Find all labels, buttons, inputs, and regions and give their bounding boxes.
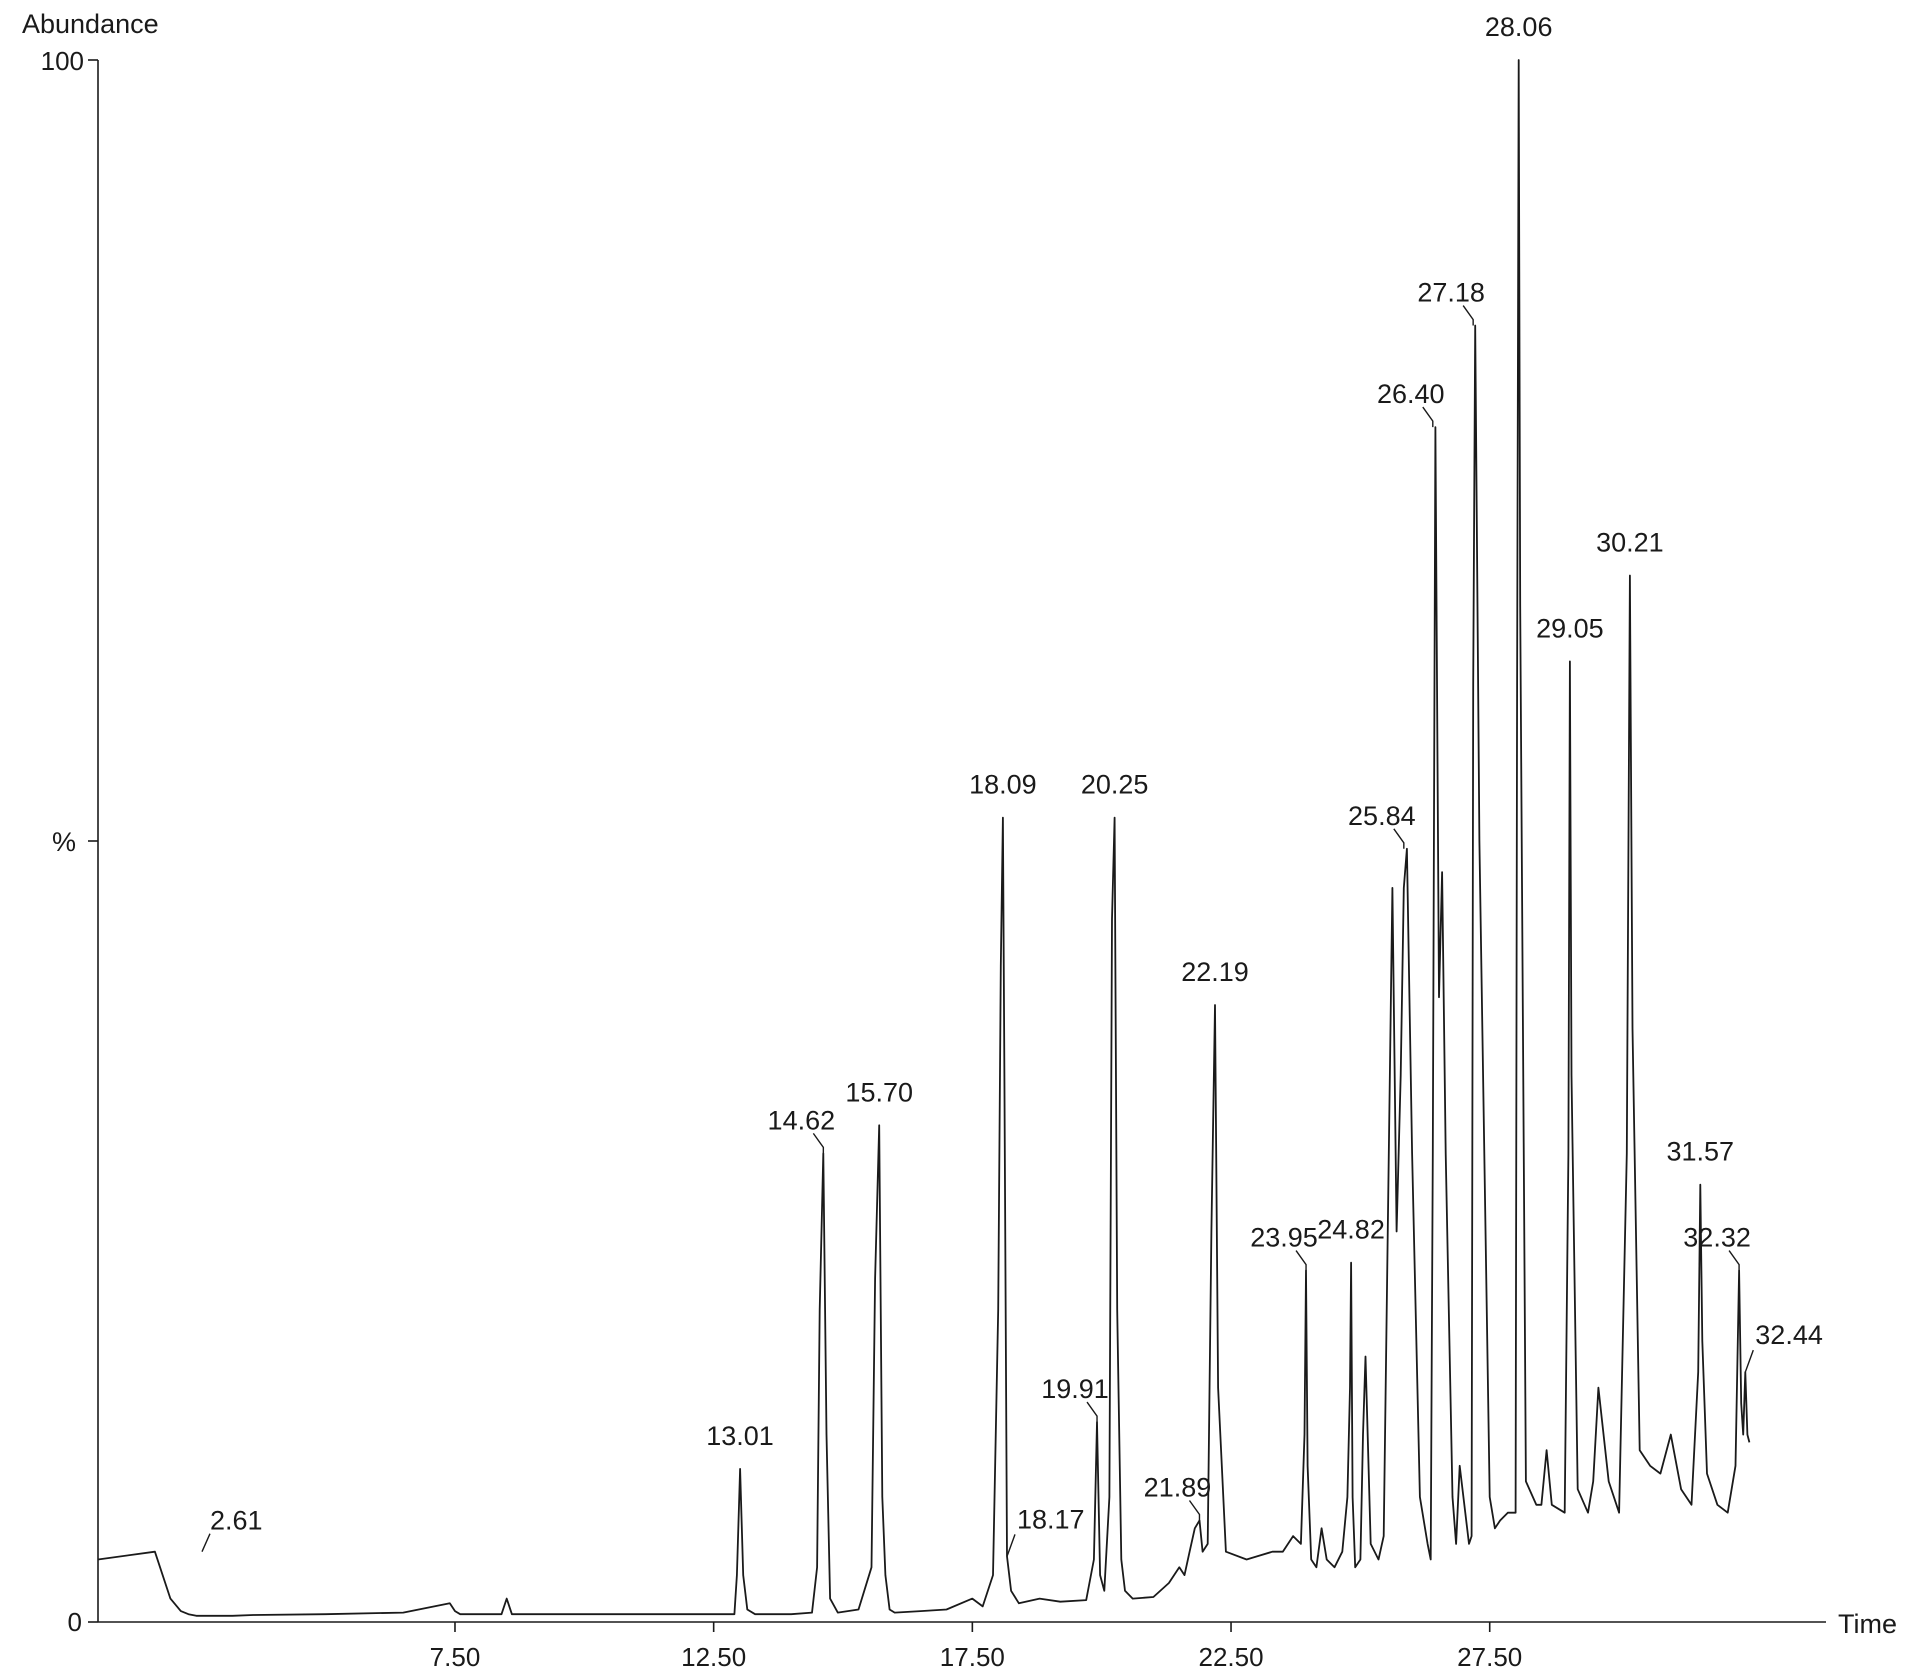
peak-label-12: 25.84: [1348, 801, 1416, 831]
peak-label-1: 13.01: [706, 1421, 774, 1451]
peak-label-15: 28.06: [1485, 12, 1553, 42]
peak-leader-5: [1006, 1534, 1016, 1557]
peak-leader-6: [1086, 1401, 1098, 1423]
peak-label-7: 20.25: [1081, 770, 1149, 800]
y-tick-label-100: 100: [41, 46, 84, 76]
peak-leader-0: [201, 1533, 211, 1552]
peak-label-10: 23.95: [1250, 1223, 1318, 1253]
peak-label-11: 24.82: [1317, 1215, 1385, 1245]
peak-label-6: 19.91: [1041, 1374, 1109, 1404]
peak-label-16: 29.05: [1536, 613, 1604, 643]
x-tick-label-0: 7.50: [430, 1642, 481, 1672]
y-tick-label-0: 0: [68, 1607, 82, 1637]
chromatogram-trace: [97, 59, 1751, 1617]
peak-label-17: 30.21: [1596, 527, 1664, 557]
x-tick-label-4: 27.50: [1457, 1642, 1522, 1672]
x-tick-label-2: 17.50: [940, 1642, 1005, 1672]
peak-label-20: 32.44: [1755, 1320, 1823, 1350]
peak-label-19: 32.32: [1683, 1223, 1751, 1253]
axes: Abundance % 100 0 Time: [22, 9, 1897, 1639]
y-axis-title: Abundance: [22, 9, 159, 39]
peak-label-13: 26.40: [1377, 379, 1445, 409]
peak-leader-13: [1422, 406, 1434, 428]
peak-leader-2: [812, 1132, 825, 1154]
peak-leader-14: [1462, 305, 1474, 326]
peak-label-8: 21.89: [1144, 1472, 1212, 1502]
peak-leader-12: [1393, 828, 1405, 849]
peak-labels: 2.61 13.01 14.62 15.70 18.09 18.17 19.91 20.25 2…: [201, 12, 1823, 1557]
peak-leader-20: [1744, 1349, 1754, 1373]
peak-label-0: 2.61: [210, 1506, 263, 1536]
trace: [97, 59, 1751, 1617]
peak-label-18: 31.57: [1666, 1137, 1734, 1167]
x-ticks: 7.50 12.50 17.50 22.50 27.50: [430, 1622, 1522, 1672]
x-tick-label-3: 22.50: [1198, 1642, 1263, 1672]
peak-leader-10: [1295, 1250, 1307, 1271]
peak-label-14: 27.18: [1417, 278, 1485, 308]
x-axis-title: Time: [1838, 1609, 1897, 1639]
peak-label-2: 14.62: [768, 1105, 836, 1135]
peak-leader-19: [1728, 1250, 1740, 1271]
peak-leader-8: [1188, 1500, 1201, 1521]
y-unit-label: %: [52, 827, 76, 857]
x-tick-label-1: 12.50: [681, 1642, 746, 1672]
peak-label-3: 15.70: [845, 1077, 913, 1107]
peak-label-5: 18.17: [1017, 1504, 1085, 1534]
peak-label-9: 22.19: [1181, 957, 1249, 987]
peak-label-4: 18.09: [969, 770, 1037, 800]
